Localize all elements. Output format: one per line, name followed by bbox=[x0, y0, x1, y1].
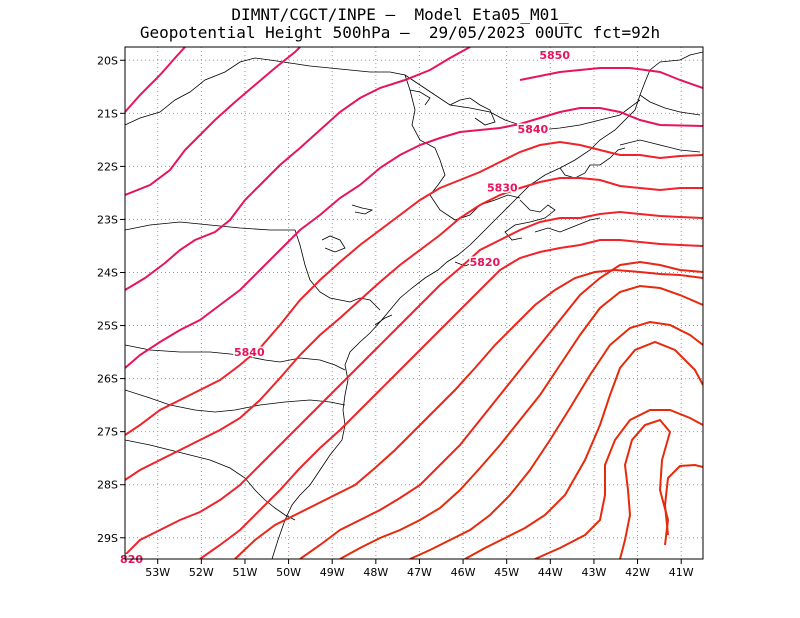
lon-tick-label: 43W bbox=[582, 566, 607, 579]
lon-tick-label: 44W bbox=[538, 566, 563, 579]
map-title-line1: DIMNT/CGCT/INPE – Model Eta05_M01_ bbox=[231, 5, 569, 24]
contour-label: 5820 bbox=[470, 256, 501, 269]
contour-line bbox=[125, 107, 703, 369]
lon-tick-label: 53W bbox=[145, 566, 170, 579]
contour-line bbox=[339, 284, 703, 559]
contour-line bbox=[534, 409, 703, 559]
map-axes: 53W 52W 51W 50W 49W 48W 47W 46W 45W 44W 43W 42W 41W 2… bbox=[97, 54, 694, 579]
contour-line bbox=[299, 260, 703, 559]
lat-tick-label: 20S bbox=[97, 54, 118, 67]
lat-tick-label: 27S bbox=[97, 426, 118, 439]
lon-tick-label: 47W bbox=[407, 566, 432, 579]
lat-tick-label: 23S bbox=[97, 213, 118, 226]
contour-line bbox=[125, 47, 471, 291]
contour-line bbox=[663, 463, 703, 536]
lon-tick-label: 52W bbox=[189, 566, 214, 579]
contour-line bbox=[199, 239, 703, 559]
lon-tick-label: 49W bbox=[320, 566, 345, 579]
coastline bbox=[271, 51, 703, 559]
lat-tick-label: 26S bbox=[97, 373, 118, 386]
lon-tick-label: 51W bbox=[233, 566, 258, 579]
lat-tick-label: 22S bbox=[97, 160, 118, 173]
lat-lon-grid bbox=[125, 47, 703, 559]
lon-tick-label: 42W bbox=[625, 566, 650, 579]
contour-line bbox=[125, 47, 301, 196]
contour-line bbox=[125, 47, 186, 113]
lon-tick-label: 46W bbox=[451, 566, 476, 579]
contour-line bbox=[619, 418, 672, 559]
coastline-borders bbox=[125, 51, 703, 559]
contour-label: 5840 bbox=[234, 346, 265, 359]
lat-tick-label: 29S bbox=[97, 532, 118, 545]
lon-tick-label: 50W bbox=[276, 566, 301, 579]
lon-tick-label: 45W bbox=[494, 566, 519, 579]
contour-line bbox=[409, 320, 703, 559]
lat-tick-label: 24S bbox=[97, 266, 118, 279]
contour-line bbox=[125, 177, 703, 481]
contour-line bbox=[519, 67, 703, 89]
contour-line bbox=[464, 340, 703, 559]
lon-tick-label: 41W bbox=[669, 566, 694, 579]
lon-tick-label: 48W bbox=[363, 566, 388, 579]
contour-line bbox=[125, 210, 703, 556]
lat-tick-label: 25S bbox=[97, 320, 118, 333]
contour-label: 5830 bbox=[487, 182, 518, 195]
contour-label: 5840 bbox=[518, 123, 549, 136]
contour-line bbox=[125, 140, 703, 436]
map-frame bbox=[124, 46, 704, 560]
lat-tick-label: 21S bbox=[97, 107, 118, 120]
contours bbox=[125, 47, 703, 559]
state-borders bbox=[125, 57, 521, 221]
contour-label: 5850 bbox=[539, 49, 570, 62]
lat-tick-label: 28S bbox=[97, 479, 118, 492]
contour-line bbox=[234, 268, 703, 559]
map-title-line2: Geopotential Height 500hPa – 29/05/2023 … bbox=[139, 23, 661, 42]
